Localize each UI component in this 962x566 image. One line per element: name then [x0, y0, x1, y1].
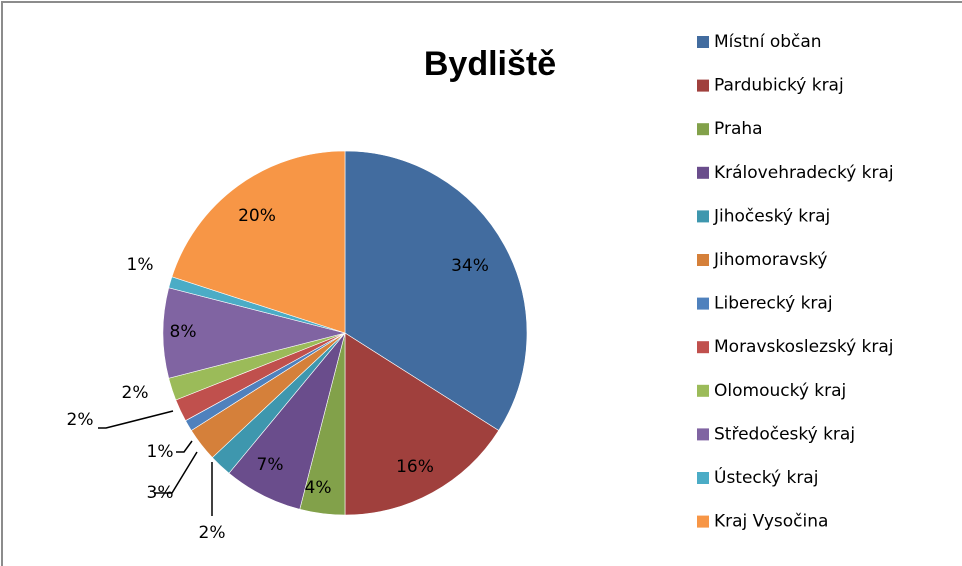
- legend-swatch: [697, 123, 709, 136]
- legend-label: Liberecký kraj: [714, 294, 833, 314]
- legend-swatch: [697, 428, 709, 441]
- legend-label: Královehradecký kraj: [714, 163, 894, 183]
- data-label: 2%: [199, 523, 226, 543]
- data-label: 4%: [305, 478, 332, 498]
- legend-swatch: [697, 297, 709, 310]
- legend-label: Praha: [714, 119, 763, 139]
- legend-label: Jihomoravský: [713, 250, 828, 270]
- data-label: 34%: [451, 256, 489, 276]
- legend-swatch: [697, 515, 709, 528]
- legend-swatch: [697, 210, 709, 223]
- legend-label: Místní občan: [714, 32, 822, 52]
- legend-swatch: [697, 166, 709, 179]
- pie-slice: [162, 287, 346, 379]
- legend-label: Olomoucký kraj: [714, 381, 846, 401]
- data-label: 2%: [67, 410, 94, 430]
- legend-label: Ústecký kraj: [714, 466, 818, 488]
- leader-line: [176, 440, 193, 453]
- data-label: 1%: [127, 255, 154, 275]
- data-label: 20%: [238, 206, 276, 226]
- data-label: 16%: [396, 457, 434, 477]
- legend-swatch: [697, 254, 709, 266]
- legend-label: Kraj Vysočina: [714, 512, 828, 532]
- data-label: 1%: [147, 442, 174, 462]
- legend-label: Moravskoslezský kraj: [714, 337, 894, 357]
- legend-swatch: [697, 36, 709, 48]
- data-label: 8%: [170, 322, 197, 342]
- pie-slice: [344, 150, 528, 431]
- legend-swatch: [697, 472, 709, 484]
- chart-title: Bydliště: [424, 45, 556, 83]
- legend-swatch: [697, 341, 709, 354]
- legend-label: Středočeský kraj: [714, 424, 855, 444]
- legend-swatch: [697, 384, 709, 397]
- pie-slice: [171, 150, 346, 334]
- leader-line: [98, 410, 174, 429]
- legend-label: Jihočeský kraj: [713, 206, 830, 226]
- leader-line: [154, 451, 198, 494]
- data-label: 7%: [257, 455, 284, 475]
- data-label: 2%: [122, 383, 149, 403]
- pie-slice: [344, 332, 500, 516]
- legend-swatch: [697, 79, 709, 92]
- data-label: 3%: [147, 483, 174, 503]
- legend-label: Pardubický kraj: [714, 76, 844, 96]
